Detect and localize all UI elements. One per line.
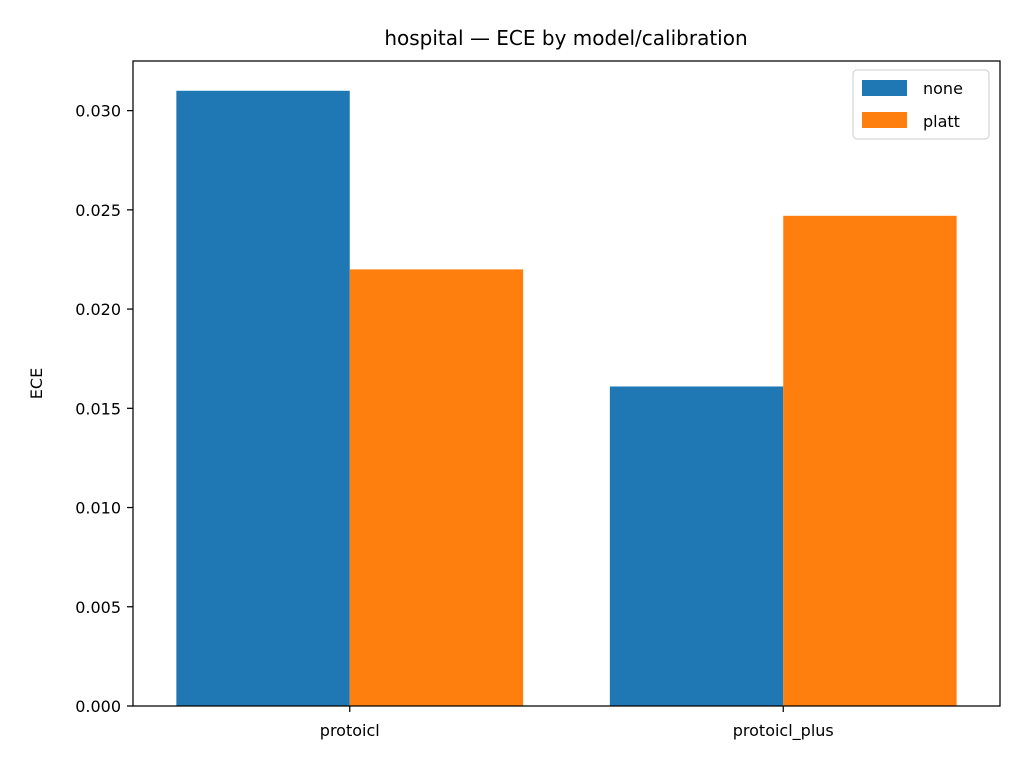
y-tick-label: 0.000 — [75, 697, 121, 716]
chart-title: hospital — ECE by model/calibration — [384, 26, 747, 50]
legend-swatch-platt — [862, 112, 907, 128]
y-tick-label: 0.025 — [75, 201, 121, 220]
legend-label-platt: platt — [923, 112, 960, 131]
legend: none platt — [852, 69, 990, 140]
x-tick-label-protoicl_plus: protoicl_plus — [733, 721, 834, 741]
bars-group — [176, 90, 957, 707]
axes-frame — [132, 60, 1001, 707]
y-tick-label: 0.005 — [75, 598, 121, 617]
bar-none-protoicl — [176, 90, 350, 706]
y-axis-ticks: 0.000 0.005 0.010 0.015 0.020 0.025 0.030 — [75, 102, 133, 716]
bar-none-protoicl_plus — [609, 386, 784, 706]
bar-platt-protoicl_plus — [783, 215, 957, 707]
y-tick-label: 0.030 — [75, 102, 121, 121]
legend-swatch-none — [862, 80, 907, 96]
legend-label-none: none — [923, 79, 963, 98]
y-tick-label: 0.015 — [75, 399, 121, 418]
y-axis-label: ECE — [27, 368, 46, 399]
x-axis-ticks: protoicl protoicl_plus — [320, 706, 834, 741]
x-tick-label-protoicl: protoicl — [320, 721, 380, 740]
y-tick-label: 0.020 — [75, 300, 121, 319]
y-tick-label: 0.010 — [75, 499, 121, 518]
bar-platt-protoicl — [349, 269, 524, 706]
